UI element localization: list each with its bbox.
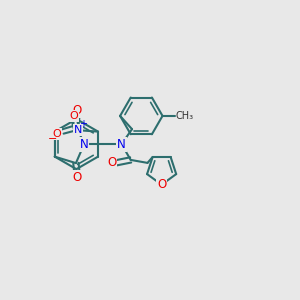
Text: −: − [48, 134, 57, 144]
Text: +: + [79, 118, 87, 129]
Text: O: O [52, 129, 61, 139]
Text: O: O [157, 178, 166, 191]
Text: CH₃: CH₃ [176, 111, 194, 121]
Text: O: O [107, 156, 116, 170]
Text: N: N [80, 138, 88, 151]
Text: O: O [73, 171, 82, 184]
Text: N: N [74, 125, 82, 135]
Text: O: O [73, 104, 82, 118]
Text: O: O [69, 111, 78, 121]
Text: N: N [117, 138, 126, 151]
